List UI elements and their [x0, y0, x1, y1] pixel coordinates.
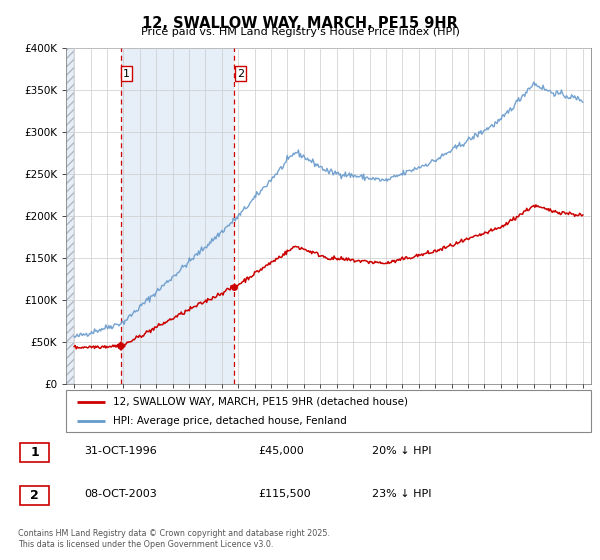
Text: 1: 1 — [123, 69, 130, 78]
Text: 2: 2 — [237, 69, 244, 78]
Text: £115,500: £115,500 — [258, 489, 311, 499]
Text: Price paid vs. HM Land Registry's House Price Index (HPI): Price paid vs. HM Land Registry's House … — [140, 27, 460, 37]
Text: 12, SWALLOW WAY, MARCH, PE15 9HR (detached house): 12, SWALLOW WAY, MARCH, PE15 9HR (detach… — [113, 396, 408, 407]
Text: 08-OCT-2003: 08-OCT-2003 — [84, 489, 157, 499]
Text: 1: 1 — [30, 446, 39, 459]
FancyBboxPatch shape — [20, 486, 49, 505]
Text: HPI: Average price, detached house, Fenland: HPI: Average price, detached house, Fenl… — [113, 416, 347, 426]
Bar — [66, 48, 74, 384]
Text: 23% ↓ HPI: 23% ↓ HPI — [372, 489, 431, 499]
FancyBboxPatch shape — [66, 390, 591, 432]
Text: 2: 2 — [30, 489, 39, 502]
FancyBboxPatch shape — [20, 443, 49, 462]
Text: 12, SWALLOW WAY, MARCH, PE15 9HR: 12, SWALLOW WAY, MARCH, PE15 9HR — [142, 16, 458, 31]
Text: 31-OCT-1996: 31-OCT-1996 — [84, 446, 157, 456]
Text: £45,000: £45,000 — [258, 446, 304, 456]
Text: 20% ↓ HPI: 20% ↓ HPI — [372, 446, 431, 456]
Text: Contains HM Land Registry data © Crown copyright and database right 2025.
This d: Contains HM Land Registry data © Crown c… — [18, 529, 330, 549]
Bar — [121, 48, 235, 384]
